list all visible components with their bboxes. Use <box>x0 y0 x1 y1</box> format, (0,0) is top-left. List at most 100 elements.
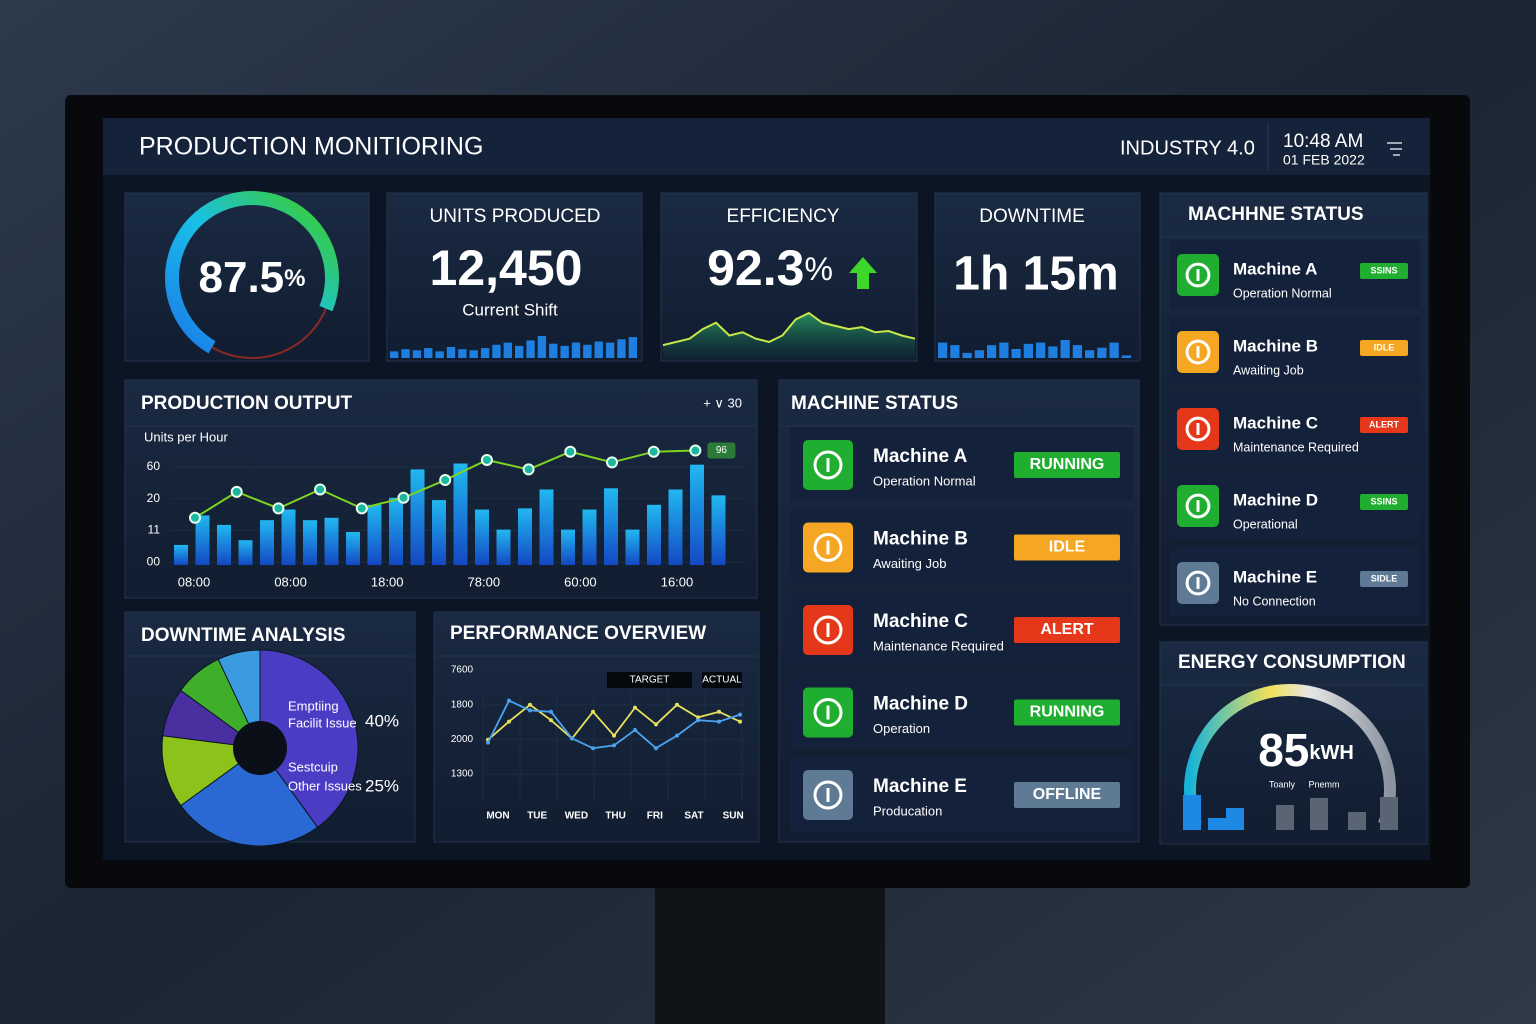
machine-name: Machine D <box>1233 490 1318 509</box>
header-time: 10:48 AM <box>1283 131 1363 152</box>
icon-glyph <box>813 698 843 727</box>
chart-controls[interactable]: + ∨ 30 <box>703 395 742 410</box>
bar <box>711 495 726 565</box>
kpi-value: 92.3% <box>707 240 833 296</box>
line-point <box>314 483 327 496</box>
energy-number: 85 <box>1258 724 1309 776</box>
bar <box>475 509 489 565</box>
status-badge-text: SSINS <box>1370 265 1397 275</box>
panel-title: DOWNTIME ANALYSIS <box>141 625 345 646</box>
bar <box>217 524 231 565</box>
bar <box>518 508 532 565</box>
spark-bar <box>537 336 547 358</box>
x-tick-label: 60:00 <box>564 574 597 589</box>
status-badge <box>1360 263 1408 279</box>
status-badge-text: SIDLE <box>1371 573 1398 583</box>
status-badge-text: SSINS <box>1370 496 1397 506</box>
spark-bar <box>458 349 467 358</box>
icon-glyph <box>1185 493 1211 519</box>
spark-bar <box>446 347 456 358</box>
x-tick-label: 78:00 <box>468 574 501 589</box>
spark-bar <box>424 348 433 358</box>
energy-bar <box>1380 797 1398 830</box>
series-point <box>654 722 658 727</box>
icon-glyph <box>813 450 843 480</box>
spark-bar <box>435 351 444 358</box>
icon-glyph <box>813 615 843 645</box>
y-tick-label: 20 <box>147 491 161 505</box>
series-point <box>738 719 742 724</box>
menu-icon[interactable] <box>1387 142 1402 156</box>
line-point <box>439 474 452 487</box>
spark-bar <box>503 342 512 358</box>
series-point <box>738 712 742 717</box>
energy-label: Toanly <box>1269 779 1296 789</box>
text-part: kWH <box>1309 742 1353 764</box>
line-point <box>272 502 285 515</box>
machine-status: Maintenance Required <box>1233 440 1359 454</box>
machine-status: Operation Normal <box>1233 286 1332 300</box>
status-badge-text: IDLE <box>1049 539 1086 556</box>
machine-status: No Connection <box>1233 594 1316 608</box>
x-tick-label: 08:00 <box>178 574 211 589</box>
slice-value: 40% <box>365 711 399 730</box>
spark-bar <box>1036 342 1046 358</box>
series-point <box>507 698 511 703</box>
badge-text: 96 <box>716 445 728 456</box>
icon-glyph <box>813 533 843 562</box>
kpi-title: UNITS PRODUCED <box>429 206 600 227</box>
panel-title: PERFORMANCE OVERVIEW <box>450 623 706 644</box>
line-point <box>647 445 660 458</box>
x-tick-label: THU <box>605 811 626 822</box>
y-tick-label: 7600 <box>451 665 474 676</box>
gauge-arc <box>165 191 339 354</box>
series-point <box>633 705 637 710</box>
machine-status: Operation <box>873 721 930 736</box>
panel-title: MACHINE STATUS <box>791 393 958 414</box>
energy-bar <box>1276 805 1294 830</box>
energy-bar <box>1226 808 1244 830</box>
series-point <box>612 733 616 738</box>
status-badge-text: ALERT <box>1040 621 1094 638</box>
series-point <box>528 702 532 707</box>
spark-bar <box>549 343 558 358</box>
pie-slice <box>259 649 359 828</box>
series-point <box>654 746 658 751</box>
bar <box>303 520 317 565</box>
bar <box>668 489 683 565</box>
machine-name: Machine A <box>873 446 968 467</box>
status-badge <box>1360 494 1408 510</box>
line-point <box>606 456 618 469</box>
bar <box>410 469 425 565</box>
machine-status: Maintenance Required <box>873 638 1004 653</box>
status-badge-text: RUNNING <box>1030 456 1105 473</box>
series-point <box>486 740 490 745</box>
x-tick-label: MON <box>486 811 509 822</box>
spark-bar <box>617 339 626 358</box>
spark-bar <box>962 352 972 358</box>
machine-status: Producation <box>873 803 942 818</box>
bar <box>625 529 640 565</box>
status-badge <box>1360 340 1408 356</box>
spark-bar <box>412 350 422 358</box>
series-point <box>507 719 511 724</box>
slice-label: Sestcuip <box>288 759 338 774</box>
status-badge <box>1014 617 1120 643</box>
energy-bar <box>1208 818 1226 830</box>
header-bar <box>103 118 1430 175</box>
header-tag: INDUSTRY 4.0 <box>1120 137 1255 159</box>
kpi-title: EFFICIENCY <box>727 206 840 227</box>
spark-bar <box>492 344 501 358</box>
slice-label: Other Issues <box>288 778 362 793</box>
bar <box>539 489 554 565</box>
series-point <box>696 718 700 723</box>
machine-name: Machine D <box>873 694 968 715</box>
x-tick-label: 08:00 <box>274 574 307 589</box>
status-badge <box>1014 782 1120 808</box>
line-point <box>189 511 201 524</box>
x-tick-label: SAT <box>684 811 703 822</box>
monitor-stand <box>655 880 885 1024</box>
line-point <box>397 491 410 504</box>
panel-title: PRODUCTION OUTPUT <box>141 393 353 414</box>
